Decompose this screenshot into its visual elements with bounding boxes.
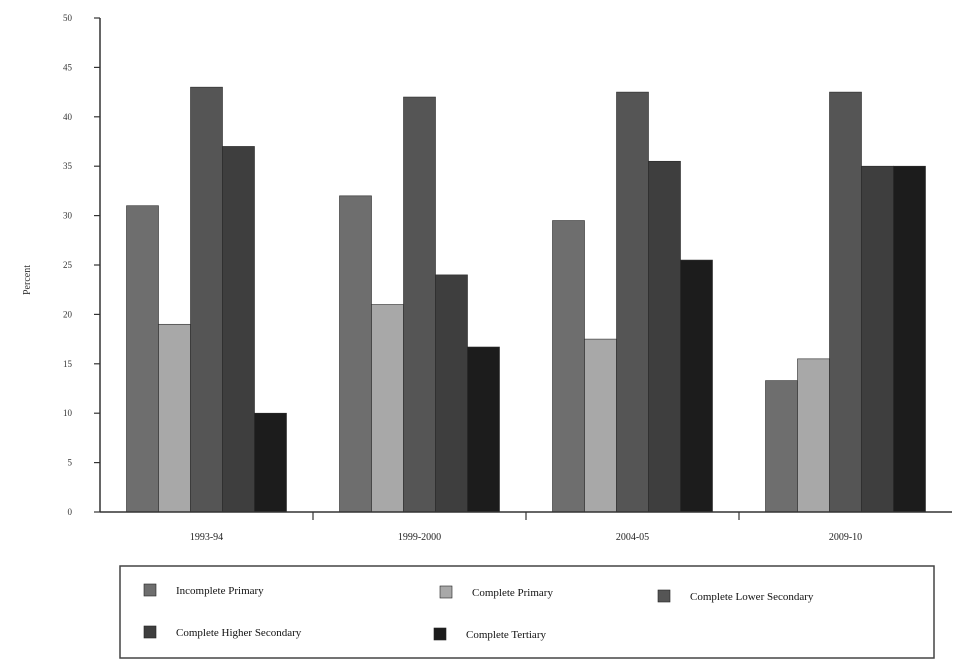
x-axis: 1993-94 1999-2000 2004-05 2009-10 — [100, 511, 952, 543]
legend-label: Complete Tertiary — [466, 629, 546, 641]
legend-label: Complete Lower Secondary — [690, 591, 814, 603]
bar — [893, 165, 926, 513]
legend-swatch — [433, 627, 447, 641]
bar — [467, 346, 500, 513]
bar — [254, 412, 287, 513]
bar — [765, 380, 798, 513]
y-tick-label: 20 — [63, 309, 73, 319]
y-axis-title: Percent — [22, 265, 33, 295]
bar — [648, 160, 681, 513]
legend-swatch — [439, 585, 453, 599]
bar — [829, 91, 862, 513]
legend-label: Incomplete Primary — [176, 585, 264, 597]
legend-box — [119, 565, 935, 659]
y-tick-label: 0 — [68, 507, 73, 517]
x-category-label: 2009-10 — [829, 532, 862, 543]
bar — [190, 86, 223, 513]
bar — [158, 323, 191, 513]
bar — [371, 304, 404, 513]
y-tick-label: 30 — [63, 211, 73, 221]
x-category-label: 2004-05 — [616, 532, 649, 543]
x-category-label: 1993-94 — [190, 532, 223, 543]
x-category-label: 1999-2000 — [398, 532, 441, 543]
bar — [435, 274, 468, 513]
y-tick-label: 35 — [63, 161, 73, 171]
legend: Incomplete Primary Complete Primary Comple… — [119, 565, 935, 659]
legend-label: Complete Primary — [472, 587, 553, 599]
bar — [126, 205, 159, 513]
legend-label: Complete Higher Secondary — [176, 627, 302, 639]
y-tick-label: 45 — [63, 62, 73, 72]
bar — [616, 91, 649, 513]
y-tick-label: 50 — [63, 13, 73, 23]
bar — [552, 220, 585, 513]
legend-swatch — [143, 625, 157, 639]
y-tick-label: 25 — [63, 260, 73, 270]
y-axis: 0 5 10 15 20 25 30 35 40 45 50 — [63, 13, 101, 517]
y-tick-label: 40 — [63, 112, 73, 122]
bar — [680, 259, 713, 513]
bar — [861, 165, 894, 513]
bar — [584, 338, 617, 513]
bars — [126, 86, 926, 513]
y-tick-label: 5 — [68, 458, 73, 468]
y-tick-label: 15 — [63, 359, 73, 369]
bar — [339, 195, 372, 513]
legend-swatch — [657, 589, 671, 603]
bar — [222, 146, 255, 513]
legend-swatch — [143, 583, 157, 597]
bar — [403, 96, 436, 513]
y-tick-label: 10 — [63, 408, 73, 418]
bar — [797, 358, 830, 513]
